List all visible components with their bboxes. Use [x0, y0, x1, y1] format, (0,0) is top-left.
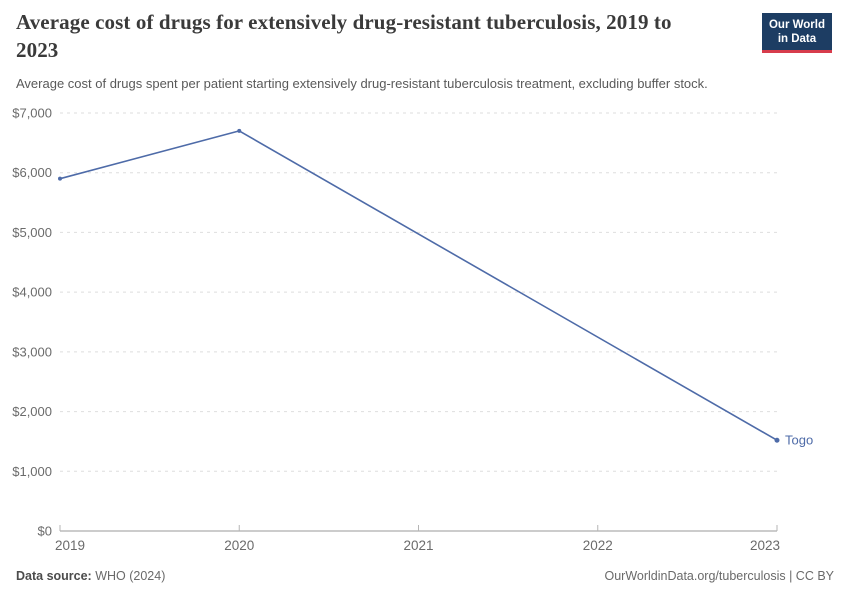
- data-point[interactable]: [237, 128, 242, 133]
- x-tick-label: 2019: [55, 538, 85, 553]
- data-source: Data source: WHO (2024): [16, 569, 165, 583]
- y-tick-label: $6,000: [12, 165, 52, 180]
- footer-citation-link[interactable]: OurWorldinData.org/tuberculosis | CC BY: [604, 569, 835, 583]
- owid-logo-line2: in Data: [777, 33, 817, 46]
- y-tick-label: $5,000: [12, 225, 52, 240]
- page-title: Average cost of drugs for extensively dr…: [16, 10, 672, 63]
- data-point[interactable]: [58, 176, 62, 181]
- chart-subtitle: Average cost of drugs spent per patient …: [16, 76, 708, 91]
- y-tick-label: $1,000: [12, 464, 52, 479]
- x-tick-label: 2023: [750, 538, 780, 553]
- x-tick-label: 2020: [224, 538, 254, 553]
- data-point[interactable]: [774, 437, 780, 443]
- data-source-label: Data source:: [16, 569, 92, 583]
- y-tick-label: $2,000: [12, 404, 52, 419]
- y-tick-label: $3,000: [12, 344, 52, 359]
- owid-logo[interactable]: Our World in Data: [761, 13, 832, 53]
- y-tick-label: $7,000: [12, 106, 52, 121]
- series-line-togo[interactable]: [59, 130, 778, 442]
- owid-logo-line1: Our World: [768, 19, 825, 31]
- x-tick-label: 2021: [403, 538, 433, 553]
- y-tick-label: $4,000: [12, 285, 52, 300]
- y-tick-label: $0: [38, 524, 52, 539]
- data-source-value: WHO (2024): [95, 569, 166, 583]
- series-end-label-togo[interactable]: Togo: [785, 433, 813, 448]
- x-tick-label: 2022: [583, 538, 613, 553]
